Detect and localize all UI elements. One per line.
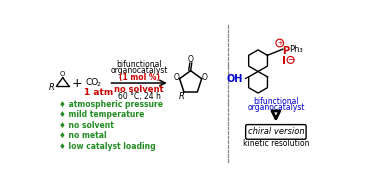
Text: ♦ low catalyst loading: ♦ low catalyst loading <box>59 142 155 151</box>
Text: 2: 2 <box>96 83 100 88</box>
Text: Ph₃: Ph₃ <box>289 46 303 54</box>
Text: I: I <box>282 56 287 66</box>
Text: OH: OH <box>226 74 242 84</box>
FancyBboxPatch shape <box>246 125 306 139</box>
Text: ♦ no solvent: ♦ no solvent <box>59 121 114 130</box>
Text: R: R <box>178 92 184 102</box>
Text: bifunctional: bifunctional <box>116 60 162 69</box>
Text: +: + <box>277 40 283 46</box>
Text: 1 atm: 1 atm <box>84 88 114 97</box>
Text: ♦ atmospheric pressure: ♦ atmospheric pressure <box>59 100 163 109</box>
Text: O: O <box>60 71 65 77</box>
Text: ♦ no metal: ♦ no metal <box>59 131 107 140</box>
Text: P: P <box>282 46 290 56</box>
Text: organocatalyst: organocatalyst <box>247 103 305 112</box>
Text: no solvent: no solvent <box>114 85 164 95</box>
Text: O: O <box>202 73 208 82</box>
Text: 60 °C, 24 h: 60 °C, 24 h <box>118 92 161 101</box>
Text: chiral version: chiral version <box>248 127 304 136</box>
Text: bifunctional: bifunctional <box>253 97 299 106</box>
Text: O: O <box>174 73 180 82</box>
Text: R: R <box>49 83 55 92</box>
Text: O: O <box>188 56 194 64</box>
Text: +: + <box>71 77 82 90</box>
Text: organocatalyst: organocatalyst <box>110 66 168 75</box>
Text: ♦ mild temperature: ♦ mild temperature <box>59 110 144 120</box>
Text: CO: CO <box>85 78 99 87</box>
Text: −: − <box>287 56 294 64</box>
Text: (1 mol %): (1 mol %) <box>119 73 160 82</box>
Text: kinetic resolution: kinetic resolution <box>243 139 309 148</box>
